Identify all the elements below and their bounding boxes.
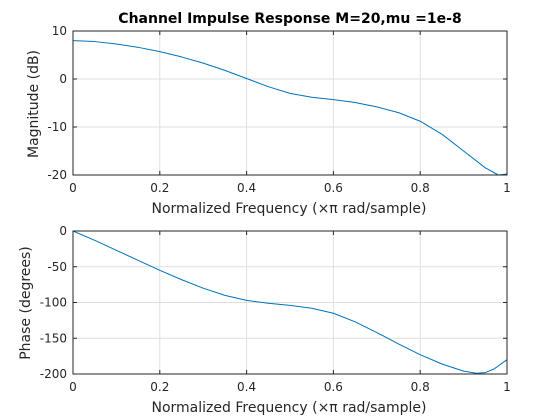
magnitude-y-tick-label-2: 0	[59, 72, 67, 86]
magnitude-axes-box	[72, 30, 508, 176]
phase-y-axis-label: Phase (degrees)	[18, 246, 34, 360]
magnitude-plot-area	[73, 31, 507, 175]
phase-axes: 0 0.2 0.4 0.6 0.8 1 -200 -150 -100 -50 0	[40, 224, 511, 394]
phase-x-tick-label-4: 0.8	[411, 380, 430, 394]
magnitude-y-axis-label: Magnitude (dB)	[26, 50, 42, 158]
magnitude-series-line	[72, 40, 508, 176]
magnitude-y-tick-label-1: -10	[47, 120, 67, 134]
phase-x-tick-label-3: 0.6	[324, 380, 343, 394]
magnitude-x-tick-label-3: 0.6	[324, 181, 343, 195]
phase-x-axis-label: Normalized Frequency (×π rad/sample)	[152, 400, 427, 416]
magnitude-x-tick-label-1: 0.2	[150, 181, 169, 195]
phase-y-tick-label-2: -100	[40, 296, 67, 310]
phase-y-tick-label-4: 0	[59, 224, 67, 238]
phase-x-tick-label-0: 0	[69, 380, 77, 394]
magnitude-x-tick-label-5: 1	[503, 181, 511, 195]
phase-y-tick-label-0: -200	[40, 367, 67, 381]
magnitude-x-tick-label-2: 0.4	[237, 181, 256, 195]
chart-title: Channel Impulse Response M=20,mu =1e-8	[118, 11, 461, 27]
phase-y-tick-label-1: -150	[40, 331, 67, 345]
phase-y-tick-label-3: -50	[47, 260, 67, 274]
magnitude-axes: 0 0.2 0.4 0.6 0.8 1 -20 -10 0 10	[47, 24, 510, 195]
magnitude-y-tick-label-0: -20	[47, 168, 67, 182]
phase-x-tick-label-1: 0.2	[150, 380, 169, 394]
magnitude-x-tick-label-0: 0	[69, 181, 77, 195]
magnitude-x-axis-label: Normalized Frequency (×π rad/sample)	[152, 201, 427, 217]
magnitude-x-tick-label-4: 0.8	[411, 181, 430, 195]
phase-x-tick-label-2: 0.4	[237, 380, 256, 394]
phase-x-tick-label-5: 1	[503, 380, 511, 394]
magnitude-y-tick-label-3: 10	[52, 24, 67, 38]
phase-series-line	[72, 230, 508, 374]
